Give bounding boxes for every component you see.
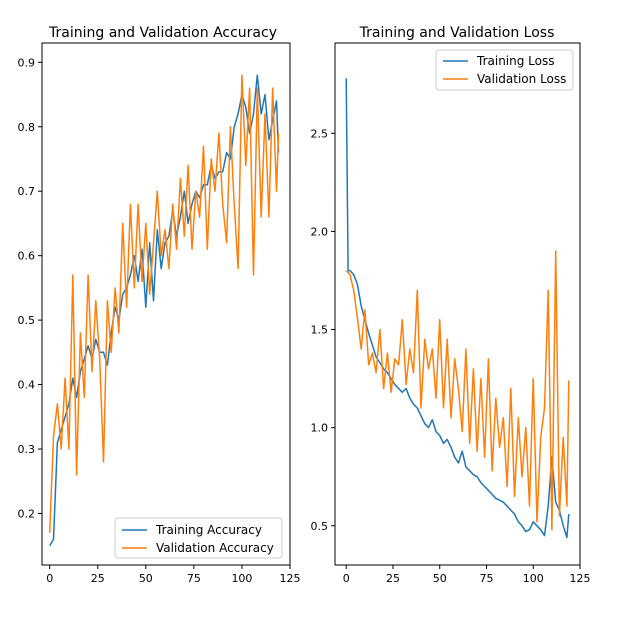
accuracy-y-axis: 0.2 0.3 0.4 0.5 0.6 0.7 0.8 0.9: [18, 56, 42, 520]
accuracy-x-tick-label: 125: [280, 572, 301, 585]
loss-x-axis: 0 25 50 75 100 125: [343, 565, 591, 585]
loss-legend: Training Loss Validation Loss: [435, 49, 574, 91]
accuracy-y-tick-label: 0.4: [18, 379, 36, 392]
loss-y-tick-label: 2.5: [311, 127, 329, 140]
loss-x-tick-label: 75: [479, 572, 493, 585]
validation-accuracy-line: [48, 74, 280, 533]
loss-legend-label-training: Training Loss: [476, 54, 554, 68]
accuracy-y-tick-label: 0.8: [18, 121, 36, 134]
loss-y-tick-label: 0.5: [311, 520, 329, 533]
accuracy-y-tick-label: 0.2: [18, 507, 36, 520]
loss-chart: Training and Validation Loss 0 25 50 75 100 1…: [311, 25, 591, 585]
loss-x-tick-label: 25: [386, 572, 400, 585]
accuracy-x-axis: 0 25 50 75 100 125: [46, 565, 301, 585]
accuracy-legend: Training Accuracy Validation Accuracy: [114, 517, 283, 559]
accuracy-plot-area: [48, 74, 280, 547]
loss-legend-label-validation: Validation Loss: [477, 72, 566, 86]
loss-y-axis: 0.5 1.0 1.5 2.0 2.5: [311, 127, 335, 533]
loss-x-tick-label: 125: [570, 572, 591, 585]
validation-loss-line: [345, 250, 570, 531]
accuracy-y-tick-label: 0.9: [18, 56, 36, 69]
accuracy-x-tick-label: 50: [139, 572, 153, 585]
loss-legend-box: [435, 49, 574, 91]
accuracy-y-tick-label: 0.3: [18, 443, 36, 456]
loss-chart-title: Training and Validation Loss: [359, 25, 555, 41]
loss-y-tick-label: 1.0: [311, 422, 329, 435]
loss-x-tick-label: 50: [433, 572, 447, 585]
accuracy-chart-title: Training and Validation Accuracy: [48, 25, 277, 41]
loss-x-tick-label: 100: [523, 572, 544, 585]
accuracy-y-tick-label: 0.6: [18, 250, 36, 263]
accuracy-legend-label-training: Training Accuracy: [155, 523, 262, 537]
accuracy-chart: Training and Validation Accuracy 0 25 50 75…: [18, 25, 301, 585]
accuracy-x-tick-label: 0: [46, 572, 53, 585]
accuracy-axes-frame: [41, 42, 291, 566]
accuracy-x-tick-label: 75: [187, 572, 201, 585]
loss-y-tick-label: 2.0: [311, 225, 329, 238]
accuracy-y-tick-label: 0.7: [18, 185, 36, 198]
loss-axes-frame: [334, 42, 581, 566]
accuracy-legend-box: [114, 517, 283, 559]
loss-y-tick-label: 1.5: [311, 324, 329, 337]
loss-plot-area: [345, 78, 570, 539]
accuracy-legend-label-validation: Validation Accuracy: [156, 541, 274, 555]
accuracy-x-tick-label: 25: [91, 572, 105, 585]
loss-x-tick-label: 0: [343, 572, 350, 585]
accuracy-x-tick-label: 100: [231, 572, 252, 585]
accuracy-y-tick-label: 0.5: [18, 314, 36, 327]
training-loss-line: [345, 78, 570, 539]
